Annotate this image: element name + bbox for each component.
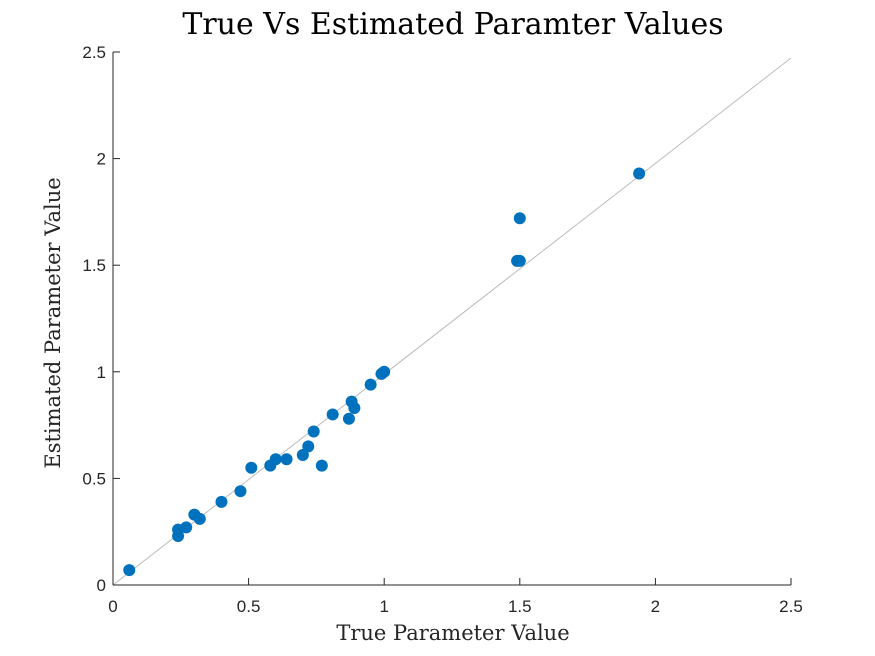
data-point [123, 564, 136, 577]
y-tick-label: 0 [97, 576, 106, 595]
reference-line-layer [112, 57, 792, 586]
data-point [307, 425, 320, 438]
x-tick-label: 1.5 [508, 597, 532, 616]
data-point [342, 412, 355, 425]
data-point [215, 495, 228, 508]
x-tick-label: 0.5 [237, 597, 261, 616]
data-point [193, 512, 206, 525]
y-tick-label: 1 [97, 363, 106, 382]
x-tick-label: 2 [651, 597, 660, 616]
data-point [234, 485, 247, 498]
x-tick-label: 0 [108, 597, 117, 616]
data-point [302, 440, 315, 453]
data-point [378, 365, 391, 378]
data-point [245, 461, 258, 474]
y-tick-label: 0.5 [82, 469, 106, 488]
x-tick-label: 1 [379, 597, 388, 616]
y-tick-label: 2.5 [82, 43, 106, 62]
ticks-layer: 0 0.5 1 1.5 2 2.5 0 0.5 1 1.5 2 2.5 [82, 43, 802, 616]
y-tick-label: 2 [97, 150, 106, 169]
data-point [348, 402, 361, 415]
data-point [326, 408, 339, 421]
data-point [269, 453, 282, 466]
x-tick-label: 2.5 [779, 597, 803, 616]
data-point [280, 453, 293, 466]
data-point [513, 254, 526, 267]
data-point [364, 378, 377, 391]
chart-title: True Vs Estimated Paramter Values [182, 7, 723, 42]
y-axis-label: Estimated Parameter Value [41, 177, 65, 468]
x-axis-label: True Parameter Value [336, 621, 569, 645]
data-points-layer [123, 167, 646, 577]
data-point [180, 521, 193, 534]
reference-line [112, 57, 792, 586]
data-point [315, 459, 328, 472]
data-point [296, 448, 309, 461]
data-point [513, 212, 526, 225]
y-tick-label: 1.5 [82, 256, 106, 275]
data-point [633, 167, 646, 180]
